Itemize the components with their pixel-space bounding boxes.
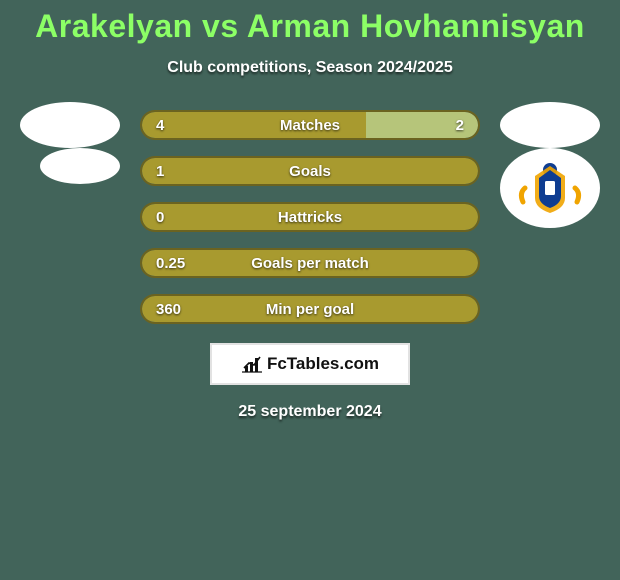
- stat-row: 360Min per goal: [10, 291, 610, 327]
- stat-bar: 1Goals: [140, 156, 480, 186]
- brand-box: FcTables.com: [210, 343, 410, 385]
- bar-left-segment: [142, 250, 478, 276]
- stat-bar: 42Matches: [140, 110, 480, 140]
- player-avatar-left: [20, 102, 120, 148]
- stat-bar: 0Hattricks: [140, 202, 480, 232]
- bar-left-segment: [142, 158, 478, 184]
- stat-bar: 0.25Goals per match: [140, 248, 480, 278]
- comparison-infographic: Arakelyan vs Arman Hovhannisyan Club com…: [0, 0, 620, 580]
- bar-left-segment: [142, 296, 478, 322]
- player-avatar-left: [40, 148, 120, 184]
- chart-icon: [241, 354, 263, 374]
- bar-left-segment: [142, 204, 478, 230]
- subtitle: Club competitions, Season 2024/2025: [0, 59, 620, 77]
- stat-row: 0Hattricks: [10, 199, 610, 235]
- player-avatar-right: [500, 102, 600, 148]
- page-title: Arakelyan vs Arman Hovhannisyan: [0, 0, 620, 45]
- stat-row: 1Goals: [10, 153, 610, 189]
- bar-left-segment: [142, 112, 366, 138]
- stat-bar: 360Min per goal: [140, 294, 480, 324]
- stats-area: 42Matches 1Goals 0Hattricks 0.25Goals per m…: [0, 107, 620, 327]
- brand-label: FcTables.com: [267, 354, 379, 374]
- stat-row: 0.25Goals per match: [10, 245, 610, 281]
- stat-row: 42Matches: [10, 107, 610, 143]
- bar-right-segment: [366, 112, 478, 138]
- date-label: 25 september 2024: [0, 403, 620, 421]
